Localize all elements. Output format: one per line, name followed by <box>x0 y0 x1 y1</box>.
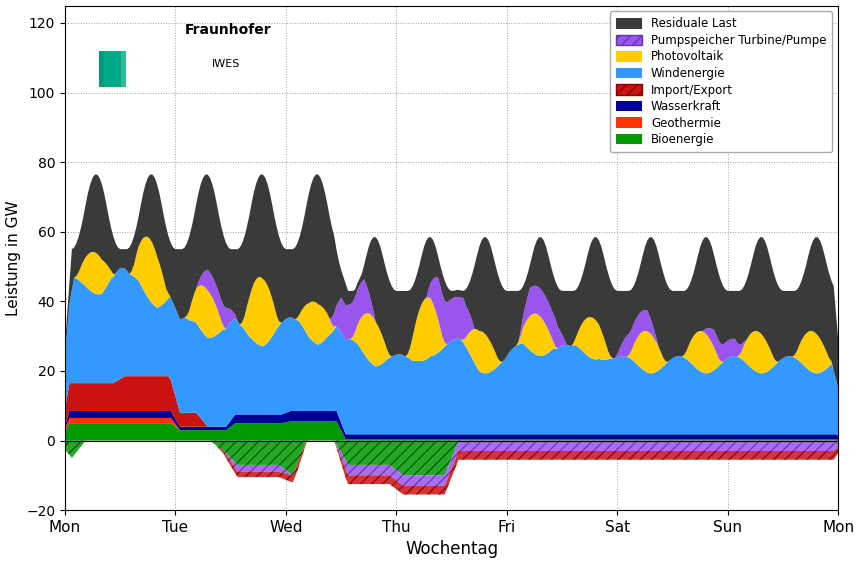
Text: IWES: IWES <box>212 59 240 69</box>
Polygon shape <box>114 51 126 87</box>
Polygon shape <box>99 51 111 87</box>
Y-axis label: Leistung in GW: Leistung in GW <box>5 200 21 316</box>
Text: Fraunhofer: Fraunhofer <box>185 23 272 37</box>
X-axis label: Wochentag: Wochentag <box>405 540 498 558</box>
Legend: Residuale Last, Pumpspeicher Turbine/Pumpe, Photovoltaik, Windenergie, Import/Ex: Residuale Last, Pumpspeicher Turbine/Pum… <box>610 11 832 152</box>
Polygon shape <box>104 51 121 87</box>
